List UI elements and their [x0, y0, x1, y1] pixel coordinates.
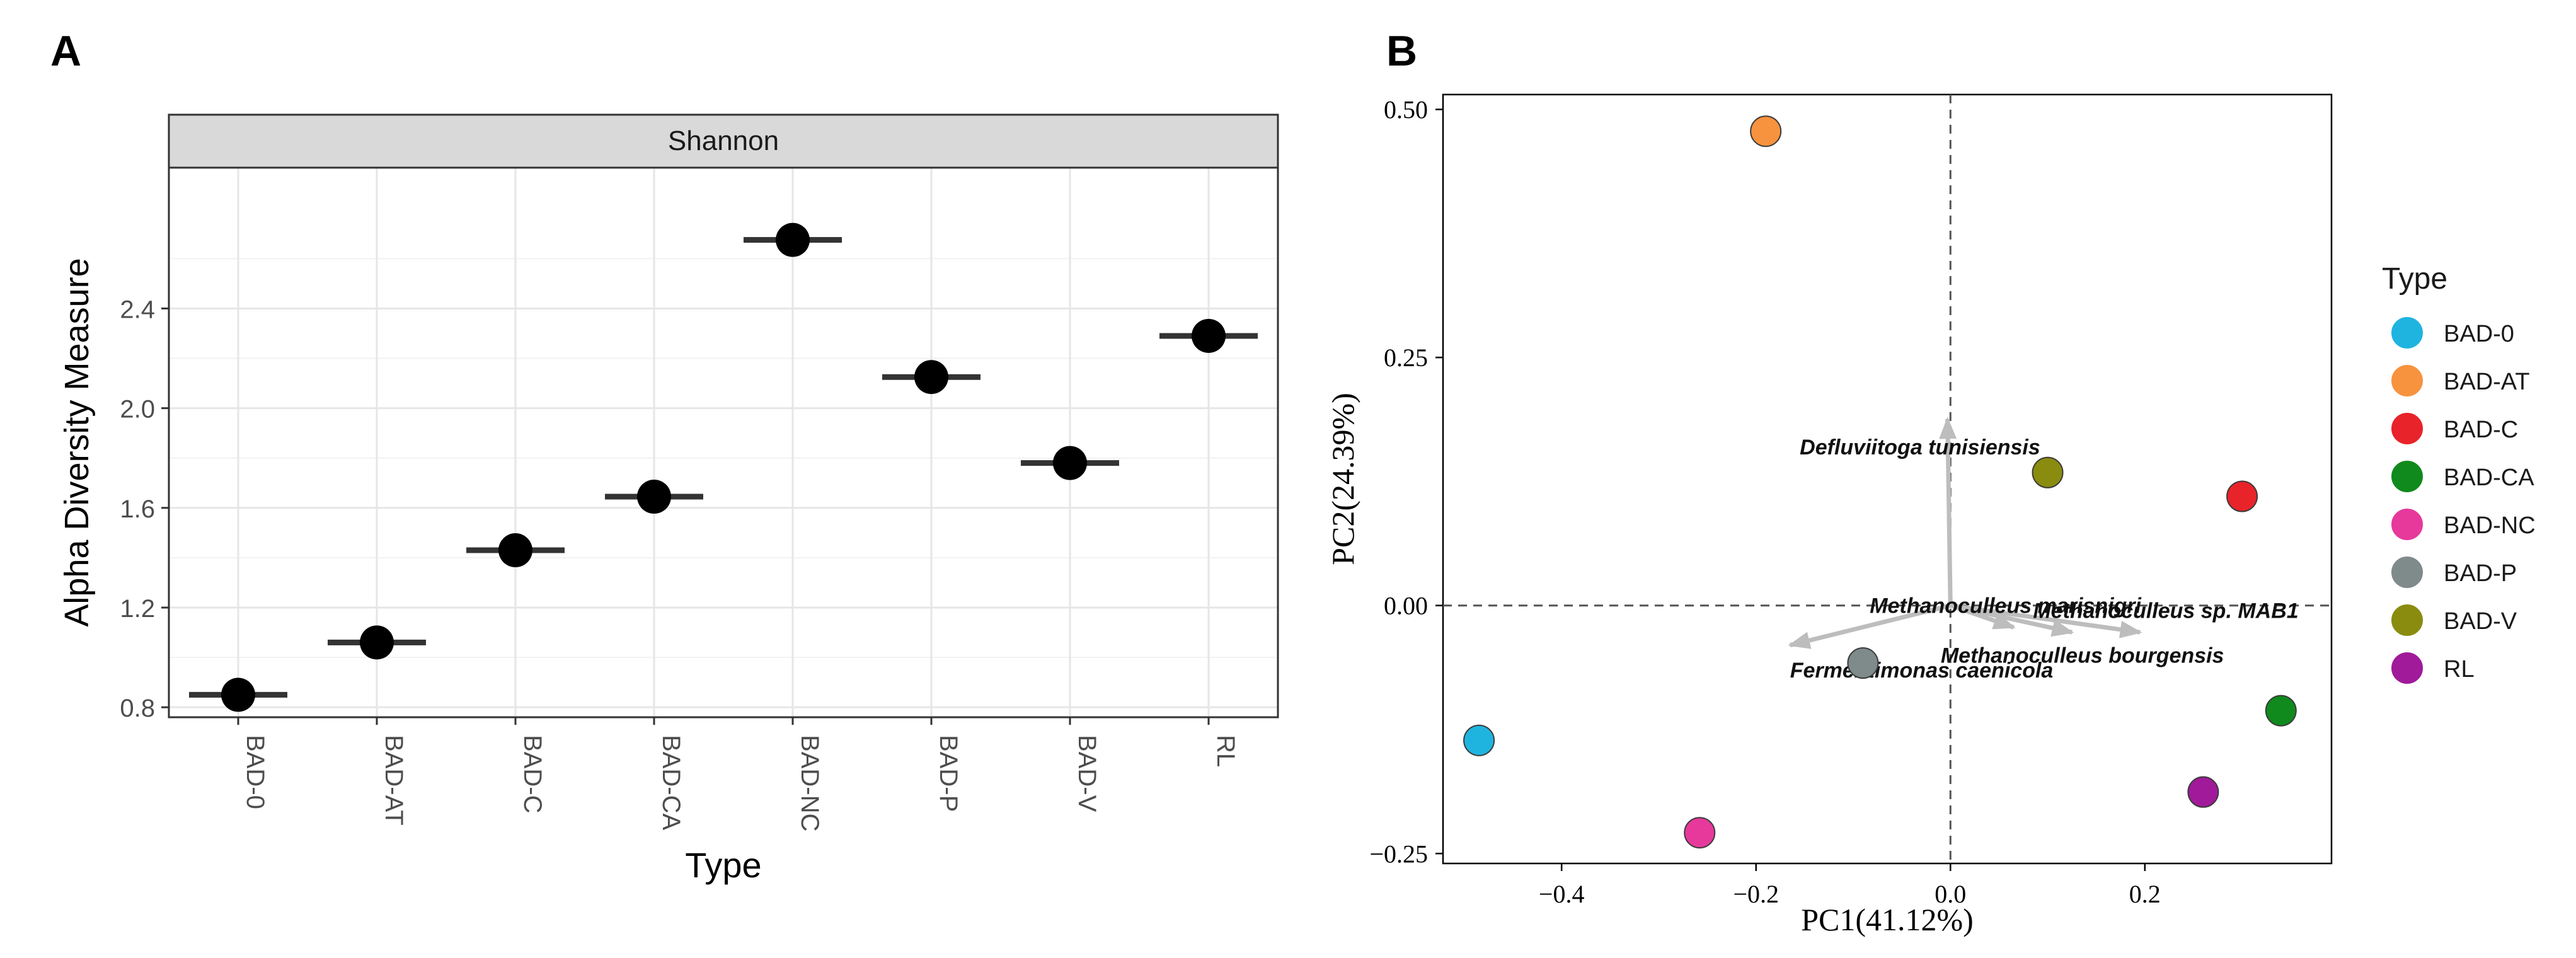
panel-a-label: A: [50, 27, 81, 75]
arrow-label-methanoculleus-marisnigri: Methanoculleus marisnigri: [1870, 594, 2142, 618]
data-point-bad-nc: [776, 222, 810, 257]
legend-label-bad-0: BAD-0: [2444, 321, 2514, 347]
point-bad-c: [2226, 480, 2258, 512]
arrow-label-defluviitoga-tunisiensis: Defluviitoga tunisiensis: [1800, 436, 2040, 459]
x-tick-label-bad-nc: BAD-NC: [796, 735, 824, 831]
x-tick-label: −0.2: [1733, 880, 1779, 908]
legend-label-bad-p: BAD-P: [2444, 560, 2517, 587]
point-bad-at: [1750, 115, 1782, 147]
x-tick-label-bad-0: BAD-0: [241, 735, 269, 809]
panel-a-marks: [189, 222, 1258, 712]
panel-a-x-axis-title: Type: [685, 845, 761, 885]
legend-label-bad-c: BAD-C: [2444, 417, 2518, 443]
data-point-bad-0: [221, 678, 255, 712]
legend-key-bad-at: [2391, 365, 2423, 396]
legend-key-bad-v: [2391, 604, 2423, 636]
panel-a-y-axis-title: Alpha Diversity Measure: [58, 258, 96, 626]
x-tick-label-bad-at: BAD-AT: [380, 735, 408, 826]
panel-b-label: B: [1386, 27, 1417, 75]
facet-strip: [168, 113, 1279, 169]
y-tick-label: 0.25: [1384, 343, 1428, 372]
legend-key-bad-0: [2391, 317, 2423, 349]
x-tick-label-bad-c: BAD-C: [519, 735, 546, 813]
y-tick-label: 0.50: [1384, 96, 1428, 124]
y-tick-label: −0.25: [1369, 840, 1428, 868]
arrow-label-methanoculleus-sp-mab1: Methanoculleus sp. MAB1: [2033, 599, 2298, 623]
legend-key-bad-c: [2391, 413, 2423, 444]
loading-arrow-fermentimonas-caenicola: [1788, 603, 1952, 649]
x-tick-label-rl: RL: [1212, 735, 1239, 767]
legend-title: Type: [2382, 262, 2447, 296]
panel-a-grid: [169, 168, 1278, 717]
x-tick-label-bad-v: BAD-V: [1073, 735, 1101, 812]
data-point-bad-v: [1053, 446, 1087, 480]
panel-a-plot-border: [168, 166, 1279, 718]
legend-key-bad-nc: [2391, 509, 2423, 540]
data-point-rl: [1192, 318, 1226, 353]
legend-label-bad-ca: BAD-CA: [2444, 465, 2534, 491]
panel-b-legend: Type BAD-0 BAD-AT BAD-C BAD-CA BAD-NC BAD-P BA…: [2382, 262, 2536, 684]
legend-label-bad-nc: BAD-NC: [2444, 512, 2536, 539]
panel-b-points: [1463, 115, 2297, 849]
x-tick-label-bad-ca: BAD-CA: [657, 735, 685, 830]
data-point-bad-c: [498, 533, 532, 568]
panel-b-plot-border: [1442, 93, 2333, 865]
data-point-bad-ca: [637, 480, 671, 514]
arrow-label-methanoculleus-bourgensis: Methanoculleus bourgensis: [1941, 643, 2224, 667]
point-bad-ca: [2265, 695, 2297, 727]
legend-key-bad-ca: [2391, 461, 2423, 492]
y-tick-label: 1.6: [120, 495, 155, 523]
y-tick-label: 2.0: [120, 396, 155, 424]
legend-key-rl: [2391, 652, 2423, 684]
y-tick-label: 2.4: [120, 296, 155, 323]
y-tick-label: 0.00: [1384, 592, 1428, 620]
point-rl: [2187, 776, 2219, 808]
panel-a-plot-bg: [169, 168, 1278, 717]
x-tick-label: 0.0: [1935, 880, 1966, 908]
point-bad-p: [1847, 647, 1879, 679]
facet-strip-label: Shannon: [668, 125, 779, 156]
arrow-label-fermentimonas-caenicola: Fermentimonas caenicola: [1790, 659, 2054, 683]
legend-label-bad-v: BAD-V: [2444, 608, 2517, 635]
data-point-bad-at: [360, 625, 394, 660]
legend-label-bad-at: BAD-AT: [2444, 369, 2530, 395]
loading-arrow-defluviitoga-tunisiensis: [1939, 417, 1957, 606]
panel-a-chart: Shannon 0.8 1.2 1.6 2.0 2.4 BAD-0 BAD-AT BAD-C B…: [58, 113, 1279, 885]
point-bad-nc: [1684, 817, 1716, 849]
loading-arrow-methanoculleus-bourgensis: [1950, 603, 2074, 637]
panel-b-arrows: Defluviitoga tunisiensis Methanoculleus m…: [1788, 417, 2299, 683]
panel-b-x-axis-title: PC1(41.12%): [1801, 902, 1974, 937]
y-tick-label: 0.8: [120, 695, 155, 722]
data-point-bad-p: [914, 360, 948, 395]
legend-key-bad-p: [2391, 557, 2423, 588]
x-tick-label-bad-p: BAD-P: [934, 735, 962, 812]
panel-b-ticks: −0.4 −0.2 0.0 0.2 −0.25 0.00 0.25 0.50: [1369, 96, 2160, 908]
loading-arrow-methanoculleus-sp-mab1: [1950, 603, 2142, 638]
panel-b-chart: Defluviitoga tunisiensis Methanoculleus m…: [1325, 93, 2536, 937]
panel-b-y-axis-title: PC2(24.39%): [1325, 393, 1360, 565]
y-tick-label: 1.2: [120, 595, 155, 623]
panel-a-ticks: 0.8 1.2 1.6 2.0 2.4 BAD-0 BAD-AT BAD-C BAD-CA BAD…: [120, 296, 1239, 831]
point-bad-0: [1463, 724, 1495, 756]
x-tick-label: −0.4: [1539, 880, 1585, 908]
legend-label-rl: RL: [2444, 656, 2475, 683]
point-bad-v: [2032, 456, 2064, 488]
x-tick-label: 0.2: [2129, 880, 2161, 908]
